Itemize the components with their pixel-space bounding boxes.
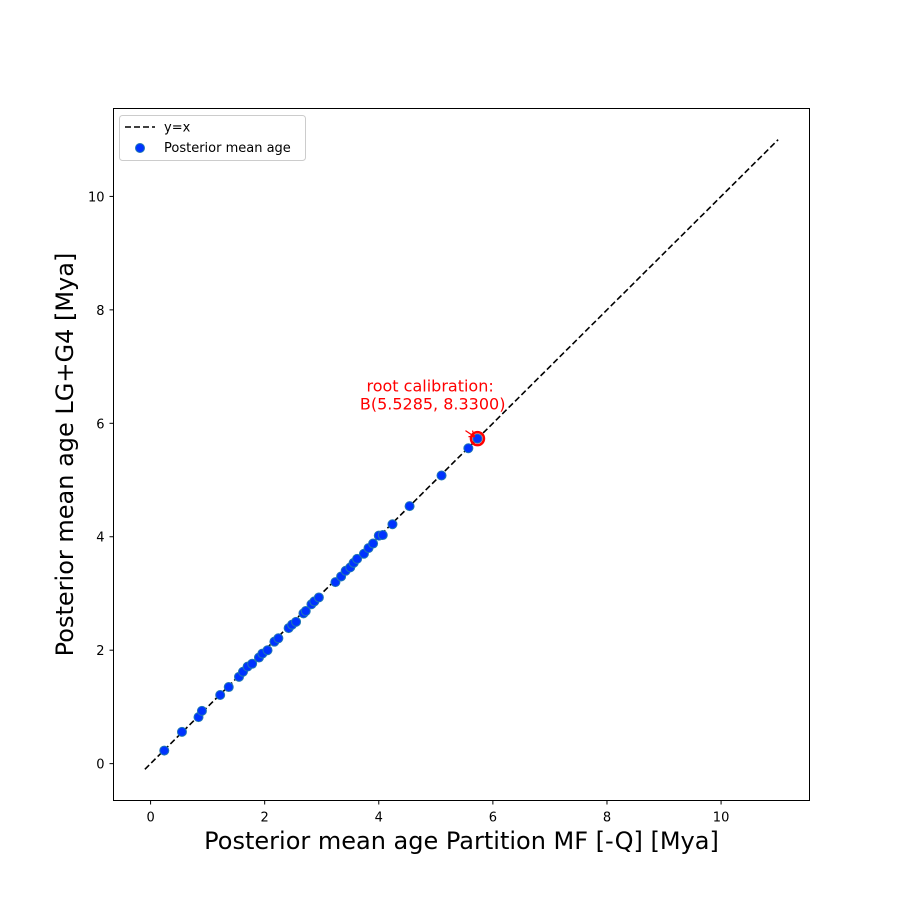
annotation-arrow-head: [468, 430, 476, 438]
x-tick-label: 0: [146, 811, 154, 826]
scatter-point: [196, 705, 207, 716]
scatter-point: [291, 616, 302, 627]
legend-label-reference: y=x: [164, 121, 191, 136]
annotation: root calibration: B(5.5285, 8.3300): [355, 377, 506, 438]
x-tick-label: 2: [261, 811, 269, 826]
scatter-point: [159, 745, 170, 756]
annotation-text-line: root calibration:: [367, 377, 494, 396]
y-tick-label: 10: [88, 190, 105, 205]
scatter-point: [273, 633, 284, 644]
scatter-point: [387, 519, 398, 530]
annotation-text-line: B(5.5285, 8.3300): [355, 395, 506, 414]
scatter-point: [436, 470, 447, 481]
legend-label-series: Posterior mean age: [164, 141, 291, 156]
scatter-point: [404, 501, 415, 512]
x-tick-label: 8: [603, 811, 611, 826]
scatter-point: [176, 726, 187, 737]
scatter-point: [368, 538, 379, 549]
y-tick-label: 2: [96, 644, 104, 659]
y-tick-label: 0: [96, 758, 104, 773]
annotation-arrow: [465, 430, 475, 438]
x-tick-label: 10: [713, 811, 730, 826]
x-axis-ticks: 0 2 4 6 8 10: [146, 800, 730, 826]
scatter-point: [463, 443, 474, 454]
x-axis-label: Posterior mean age Partition MF [-Q] [My…: [204, 827, 719, 855]
data-points: [159, 430, 486, 756]
legend: y=x Posterior mean age: [119, 115, 306, 161]
x-tick-label: 6: [489, 811, 497, 826]
scatter-point: [262, 645, 273, 656]
y-tick-label: 6: [96, 417, 104, 432]
y-axis-label: Posterior mean age LG+G4 [Mya]: [51, 253, 79, 657]
scatter-point: [215, 689, 226, 700]
y-tick-label: 4: [96, 531, 104, 546]
scatter-point: [300, 606, 311, 617]
scatter-point: [223, 682, 234, 693]
y-tick-label: 8: [96, 304, 104, 319]
scatter-point: [313, 592, 324, 603]
highlight-ring: [469, 430, 486, 447]
legend-marker-swatch: [135, 143, 145, 153]
x-tick-label: 4: [375, 811, 383, 826]
legend-box: [119, 115, 306, 161]
scatter-point: [377, 530, 388, 541]
scatter-point: [352, 553, 363, 564]
scatter-point: [472, 433, 483, 444]
y-axis-ticks: 0 2 4 6 8 10: [88, 190, 114, 773]
scatter-point: [247, 658, 258, 669]
